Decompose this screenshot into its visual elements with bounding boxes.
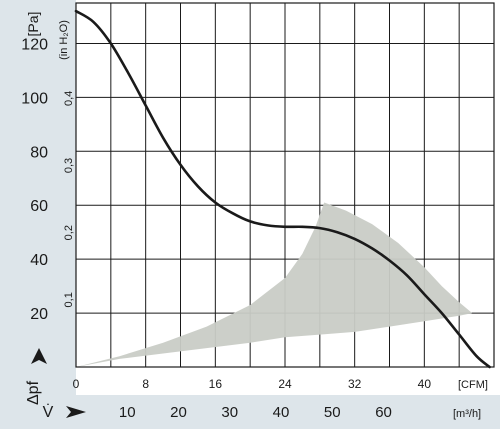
x-tick-m3h: 40	[273, 404, 290, 421]
x-tick-m3h: 20	[170, 404, 187, 421]
x-tick-cfm: 32	[348, 377, 362, 391]
y-tick-pa: 100	[21, 90, 48, 107]
y-tick-pa: 60	[30, 198, 48, 215]
y-tick-inh2o: 0,2	[63, 225, 75, 240]
x-tick-cfm: 40	[418, 377, 432, 391]
x-tick-cfm: 16	[209, 377, 223, 391]
y-tick-inh2o: 0,4	[63, 91, 75, 106]
plot-frame	[75, 2, 495, 368]
y-tick-inh2o: 0,3	[63, 158, 75, 173]
pressure-symbol: Δpf	[25, 380, 42, 405]
pa-unit-label: [Pa]	[25, 12, 41, 37]
x-tick-m3h: 10	[119, 404, 136, 421]
m3h-unit-label: [m³/h]	[453, 408, 481, 420]
operating-region	[76, 202, 473, 367]
x-tick-cfm: 8	[142, 377, 149, 391]
y-tick-pa: 40	[30, 252, 48, 269]
y-tick-pa: 20	[30, 306, 48, 323]
inh2o-unit-label: (in H₂O)	[58, 20, 70, 60]
y-tick-pa: 120	[21, 36, 48, 53]
x-tick-cfm: 0	[73, 377, 80, 391]
axis-labels: [Pa] (in H₂O) [CFM] [m³/h] Δpf V̇	[25, 12, 488, 421]
x-tick-m3h: 30	[221, 404, 238, 421]
x-tick-m3h: 60	[375, 404, 392, 421]
pressure-curve	[74, 9, 491, 369]
y-tick-inh2o: 0,1	[63, 292, 75, 307]
x-tick-m3h: 50	[324, 404, 341, 421]
cfm-unit-label: [CFM]	[458, 379, 488, 391]
flow-symbol: V̇	[43, 403, 54, 421]
tick-labels: 20 40 60 80 100 120 0,1 0,2 0,3 0,4 0 8 16 24 32 40 10 20…	[21, 36, 431, 421]
pressure-arrow-icon	[31, 348, 47, 364]
y-tick-pa: 80	[30, 144, 48, 161]
flow-arrow-icon	[66, 406, 86, 418]
x-tick-cfm: 24	[278, 377, 292, 391]
